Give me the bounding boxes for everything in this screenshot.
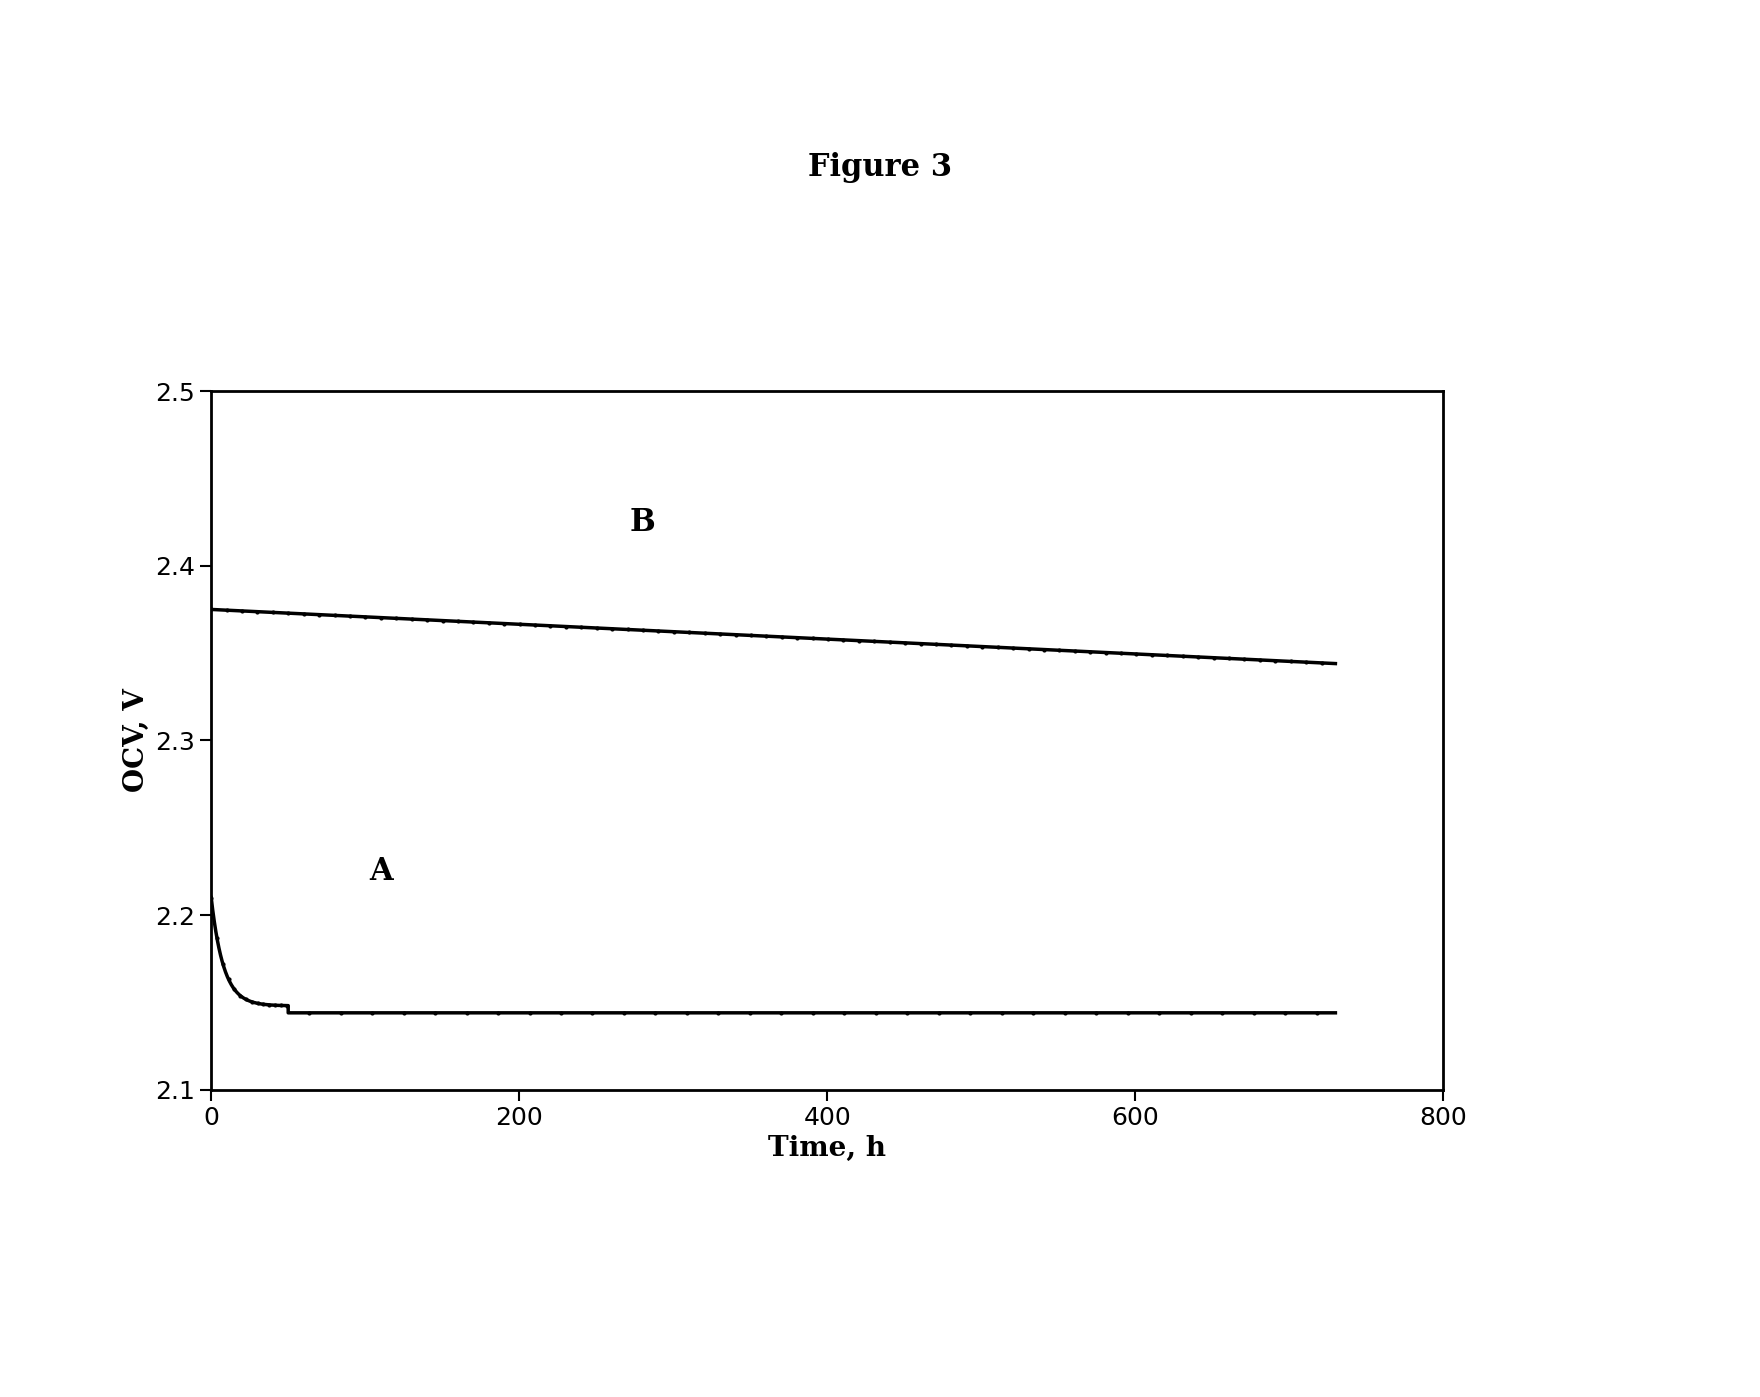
- Text: A: A: [370, 856, 392, 887]
- Text: Figure 3: Figure 3: [808, 152, 952, 183]
- Text: B: B: [630, 507, 655, 538]
- Y-axis label: OCV, V: OCV, V: [123, 689, 150, 792]
- X-axis label: Time, h: Time, h: [767, 1136, 887, 1162]
